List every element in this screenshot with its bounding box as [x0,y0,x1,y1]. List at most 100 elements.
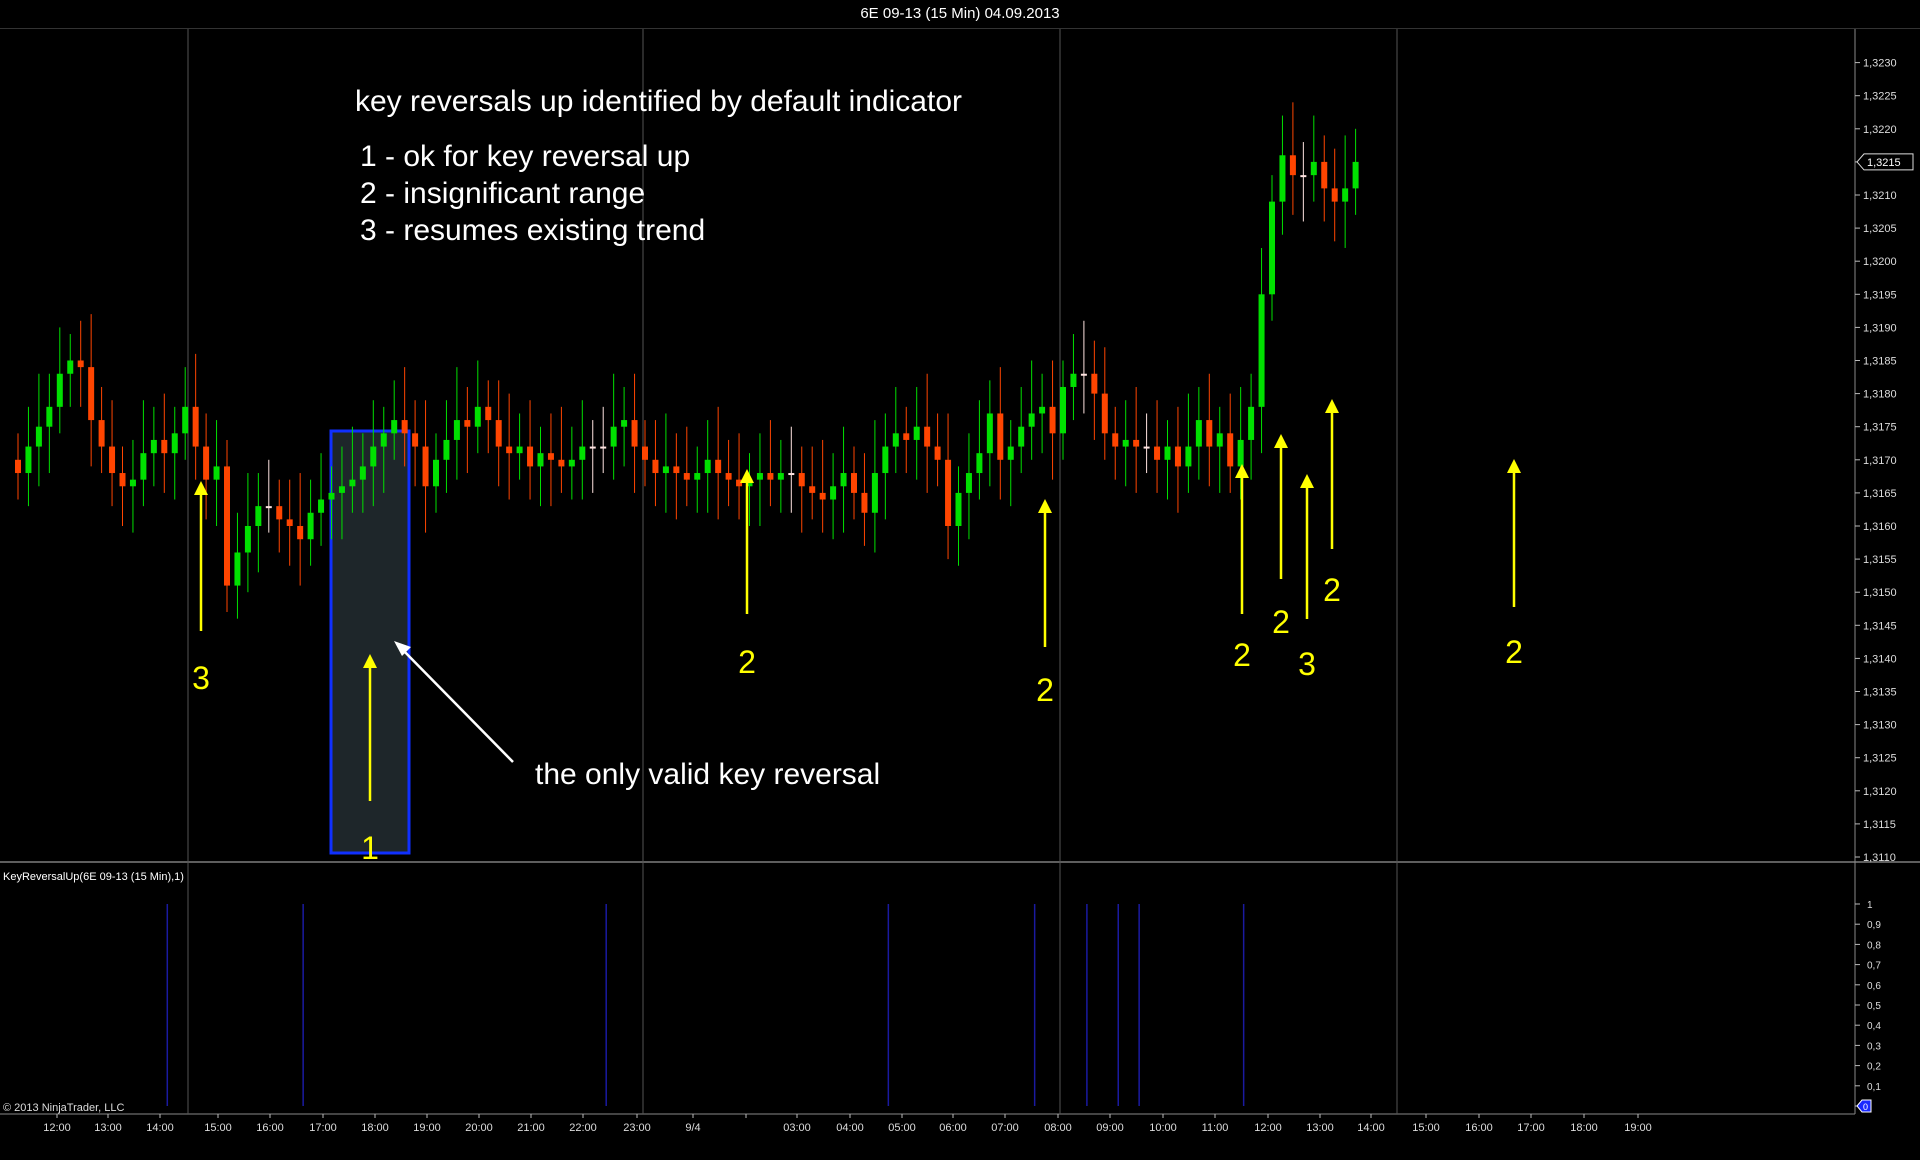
candle-body [1279,155,1286,202]
time-tick-label: 9/4 [685,1122,700,1134]
time-tick-label: 19:00 [1624,1122,1652,1134]
candle-body [433,459,439,487]
candle-body [56,373,63,407]
candle-body [934,446,941,460]
candle-body [1080,373,1087,376]
candle-body [819,492,826,500]
candle-body [1269,201,1275,295]
candle-body [338,486,345,493]
time-tick-label: 20:00 [465,1122,493,1134]
price-tick-label: 1,3150 [1863,587,1897,599]
time-tick-label: 07:00 [991,1122,1019,1134]
candle-body [422,446,429,487]
indicator-zero-marker [1856,1099,1872,1113]
candle-body [871,473,878,513]
candle-body [589,446,596,449]
candle-body [830,486,837,500]
yellow-arrow-head [1038,499,1052,513]
time-tick-label: 12:00 [43,1122,71,1134]
candle-body [443,439,450,460]
price-tick-label: 1,3225 [1863,91,1897,103]
candle-body [485,406,492,421]
candle-body [1248,406,1255,440]
indicator-tick-label: 0,2 [1867,1062,1881,1073]
candle-body [412,433,419,447]
candle-body [203,446,210,480]
candle-body [234,552,241,586]
yellow-arrow-head [740,469,754,483]
candle-body [506,446,513,454]
candle-body [924,426,931,447]
indicator-tick-label: 0,8 [1867,940,1881,951]
arrow-number-label: 2 [1233,637,1251,673]
price-tick-label: 1,3145 [1863,620,1897,632]
candle-body [1060,386,1066,434]
arrow-number-label: 2 [738,644,756,680]
callout-arrow-shaft [397,644,514,763]
candle-body [945,459,952,526]
indicator-tick-label: 0,4 [1867,1021,1881,1032]
window-title: 6E 09-13 (15 Min) 04.09.2013 [0,0,1920,28]
candle-body [1237,439,1244,467]
arrow-number-label: 3 [1298,646,1316,682]
time-tick-label: 14:00 [146,1122,174,1134]
price-chart[interactable]: 1,3110 1,3115 1,3120 1,3125 1,3130 1,3135 1,31… [0,29,1920,1160]
price-tick-label: 1,3115 [1863,819,1896,831]
price-tick-label: 1,3230 [1863,58,1897,70]
candle-body [1342,188,1349,202]
candle-body [767,473,774,480]
candle-body [88,367,95,421]
candle-body [851,473,857,493]
callout-text: the only valid key reversal [535,758,880,791]
candle-body [1143,446,1150,449]
candle-body [537,453,544,467]
price-tick-label: 1,3180 [1863,389,1897,401]
candle-body [547,453,554,460]
candle-body [1101,393,1108,434]
candle-body [495,420,502,447]
candle-body [662,466,669,474]
indicator-tick-label: 0,7 [1867,961,1881,972]
price-tick-label: 1,3185 [1863,356,1897,368]
candle-body [109,446,116,474]
indicator-tick-label: 0,3 [1867,1041,1881,1052]
candle-body [610,426,617,447]
candle-body [140,453,147,480]
candle-body [119,473,126,487]
candles-layer [15,102,1359,619]
yellow-arrow-head [1300,474,1314,488]
candle-body [1300,175,1307,178]
candle-body [1185,446,1192,467]
candle-body [631,420,638,447]
candle-body [1091,373,1098,394]
candle-body [736,479,743,487]
candle-body [1216,433,1223,447]
candle-body [1195,420,1202,447]
time-tick-label: 13:00 [94,1122,122,1134]
price-tick-label: 1,3120 [1863,786,1897,798]
time-tick-label: 16:00 [256,1122,284,1134]
time-tick-label: 16:00 [1465,1122,1493,1134]
chart-frame[interactable]: 1,3110 1,3115 1,3120 1,3125 1,3130 1,3135 1,31… [0,28,1920,1160]
candle-body [1289,155,1296,176]
candle-body [297,526,304,540]
price-tick-label: 1,3130 [1863,720,1897,732]
annotation-layer: key reversals up identified by default i… [192,85,1523,866]
arrow-number-label: 3 [192,660,210,696]
price-tick-label: 1,3155 [1863,554,1897,566]
candle-body [1206,420,1213,447]
candle-body [276,506,283,520]
candle-body [965,473,972,493]
candle-body [1258,294,1265,407]
time-tick-label: 17:00 [309,1122,337,1134]
candle-body [809,486,816,493]
time-tick-label: 04:00 [836,1122,864,1134]
candle-body [25,446,32,474]
candle-body [1133,439,1140,447]
indicator-tick-label: 0,1 [1867,1082,1881,1093]
candle-body [359,466,366,480]
candle-body [474,406,481,427]
candle-body [882,446,889,474]
candle-body [1227,433,1234,467]
price-tick-label: 1,3135 [1863,687,1897,699]
